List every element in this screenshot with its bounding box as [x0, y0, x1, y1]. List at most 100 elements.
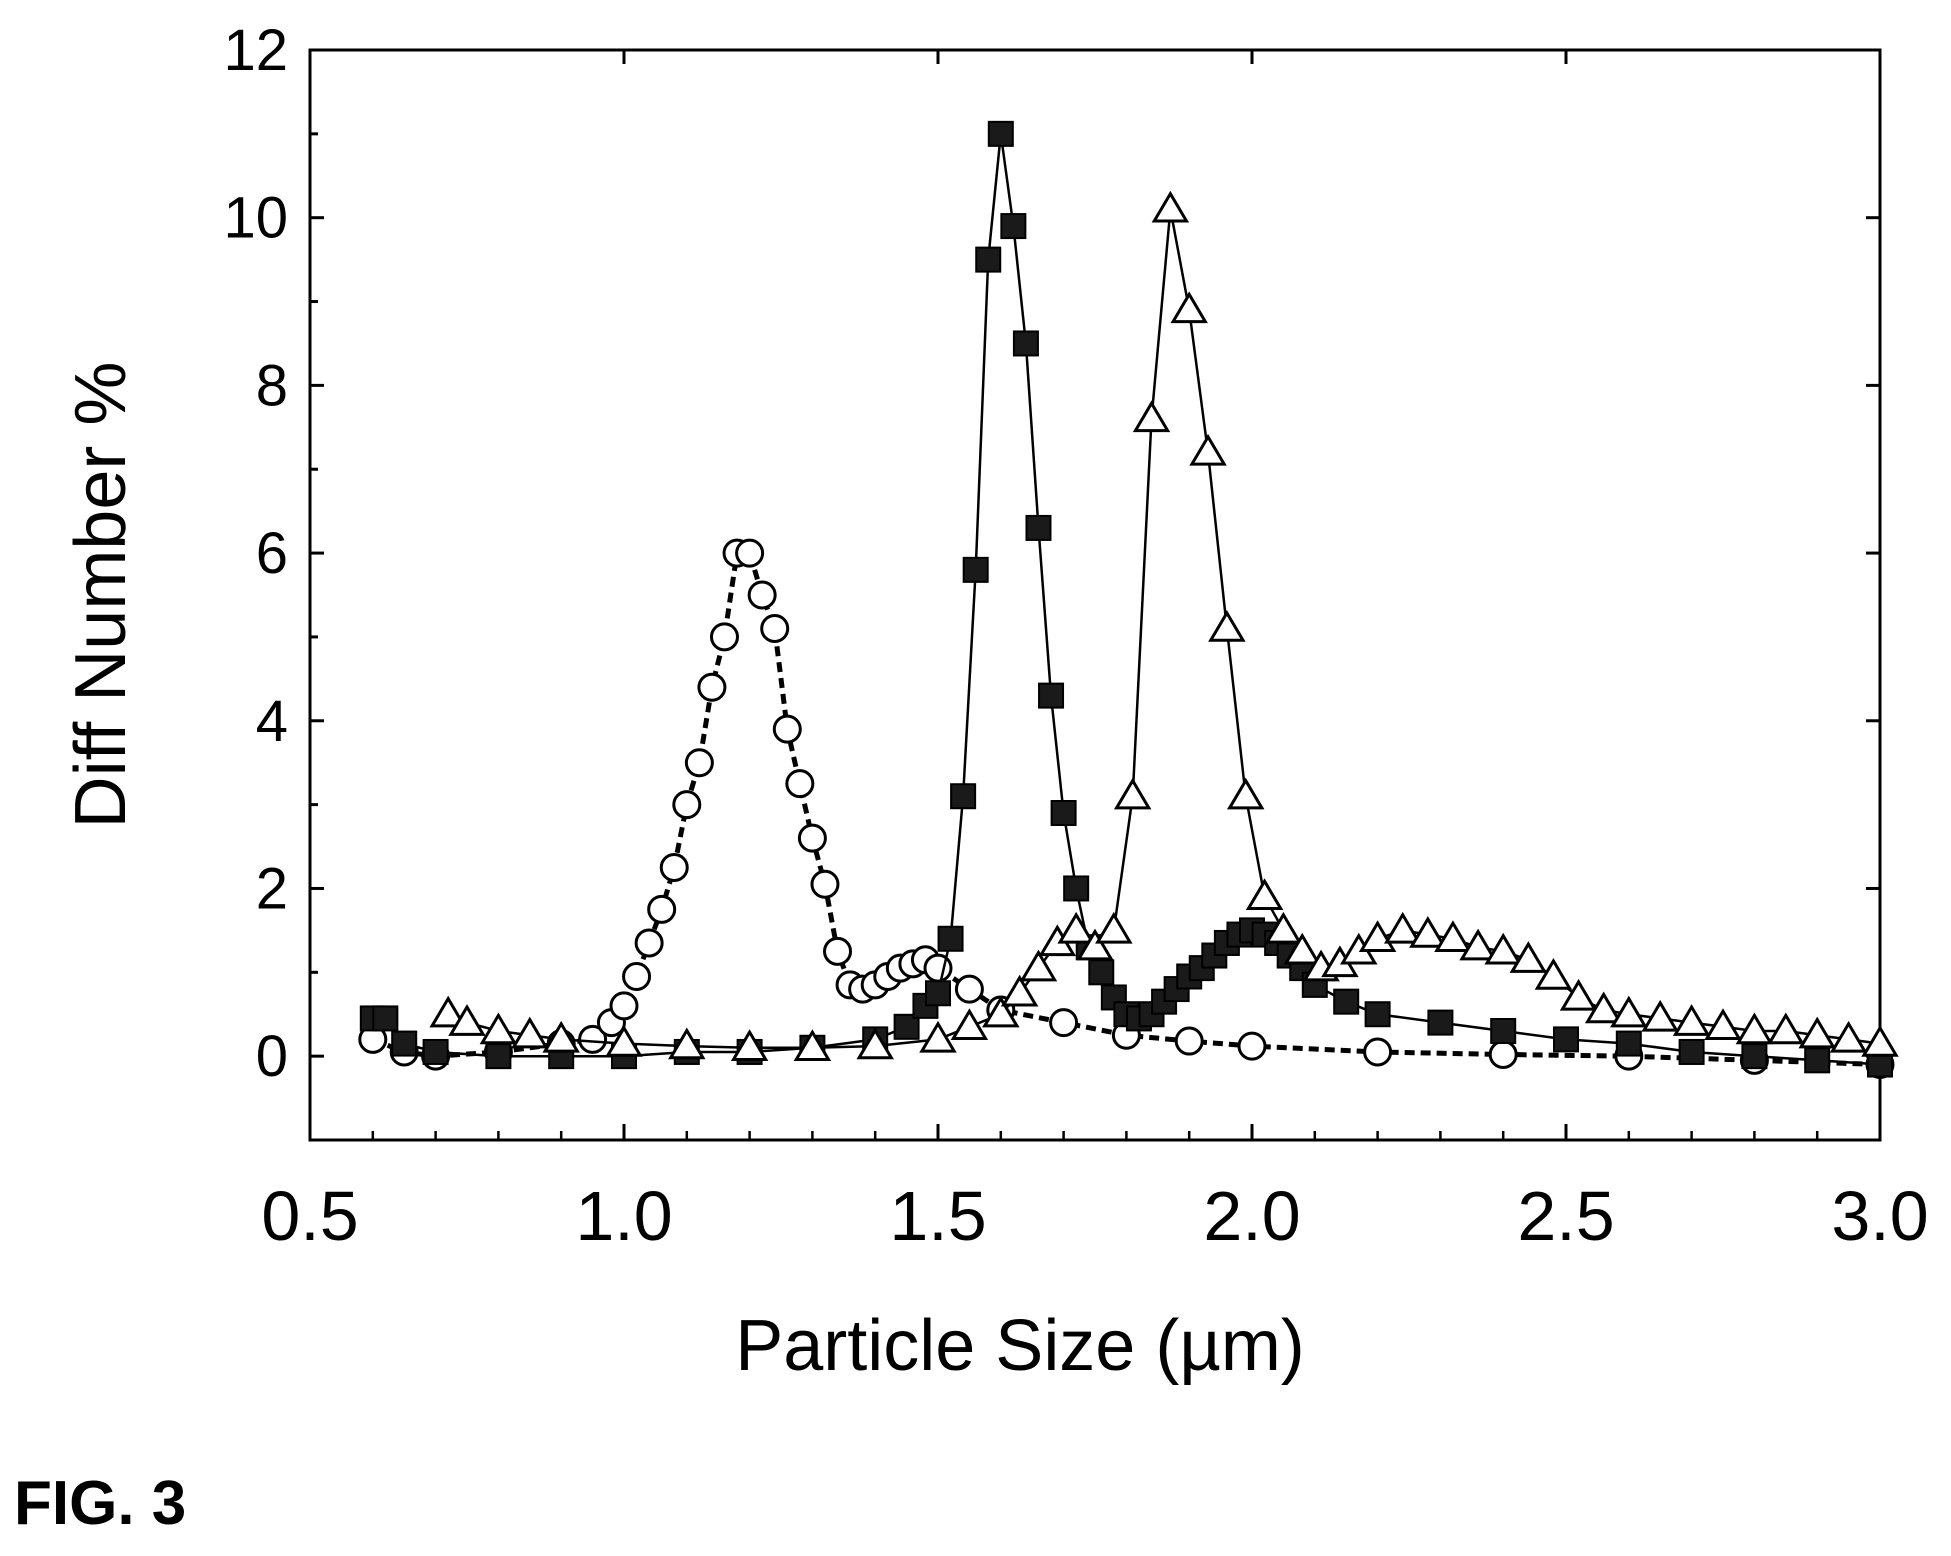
data-point-circle — [1237, 1031, 1267, 1061]
data-point-circle — [1174, 1026, 1204, 1056]
data-point-triangle — [1151, 190, 1190, 223]
data-point-triangle — [1735, 1012, 1774, 1045]
data-point-triangle — [1798, 1016, 1836, 1049]
data-point-square — [1333, 988, 1360, 1015]
data-point-circle — [810, 869, 840, 899]
data-point-circle — [634, 928, 664, 958]
y-tick-label: 4 — [256, 689, 288, 754]
data-point-triangle — [1534, 957, 1573, 990]
data-point-square — [485, 1043, 512, 1070]
plot-frame — [308, 48, 1882, 1142]
data-point-triangle — [1409, 916, 1447, 948]
data-point-triangle — [1641, 999, 1679, 1032]
data-point-square — [962, 556, 989, 583]
data-point-triangle — [1383, 911, 1422, 944]
data-point-circle — [684, 748, 714, 778]
x-tick-label: 0.5 — [261, 1177, 358, 1255]
data-point-square — [975, 246, 1002, 273]
data-point-triangle — [1610, 995, 1648, 1028]
data-point-square — [391, 1030, 418, 1057]
data-point-triangle — [1509, 941, 1548, 973]
series-line — [372, 133, 1881, 1066]
data-point-triangle — [511, 1016, 549, 1049]
data-point-square — [1000, 213, 1027, 240]
data-point-circle — [1049, 1008, 1079, 1038]
data-point-triangle — [1829, 1020, 1868, 1053]
x-tick-label: 1.5 — [889, 1177, 986, 1255]
x-tick-label: 2.0 — [1203, 1177, 1300, 1255]
data-point-triangle — [1245, 878, 1284, 911]
data-point-circle — [797, 823, 827, 853]
data-point-triangle — [1672, 1004, 1711, 1036]
data-point-triangle — [1113, 777, 1152, 810]
data-point-square — [1012, 330, 1039, 357]
data-point-triangle — [479, 1012, 518, 1045]
data-point-triangle — [1459, 928, 1497, 961]
y-tick-label: 10 — [223, 186, 288, 251]
data-point-square — [1088, 959, 1115, 986]
data-point-square — [1038, 682, 1065, 709]
data-point-triangle — [1189, 433, 1227, 466]
data-point-square — [950, 783, 977, 810]
data-point-circle — [1488, 1039, 1518, 1069]
data-point-triangle — [1000, 974, 1039, 1007]
data-point-triangle — [1170, 291, 1208, 324]
data-point-triangle — [1264, 911, 1303, 944]
data-point-triangle — [1076, 928, 1114, 961]
data-point-triangle — [1484, 932, 1522, 965]
data-point-square — [1063, 875, 1090, 902]
data-point-circle — [709, 622, 739, 652]
data-point-triangle — [919, 1020, 957, 1053]
y-tick-label: 2 — [256, 856, 288, 921]
data-point-circle — [647, 894, 677, 924]
data-point-triangle — [542, 1020, 580, 1053]
data-point-triangle — [1358, 920, 1397, 952]
data-point-circle — [659, 853, 689, 882]
data-point-circle — [622, 962, 652, 991]
x-axis: 0.5 1.0 1.5 2.0 2.5 3.0 — [261, 50, 1929, 1255]
data-point-triangle — [793, 1029, 832, 1061]
data-point-triangle — [1095, 911, 1133, 944]
data-point-circle — [760, 614, 790, 644]
data-point-square — [1025, 514, 1052, 541]
y-axis-title: Diff Number % — [61, 362, 141, 829]
data-point-circle — [735, 538, 765, 568]
data-point-triangle — [1704, 1008, 1742, 1041]
x-axis-title: Particle Size (µm) — [735, 1306, 1305, 1386]
data-point-circle — [772, 714, 802, 744]
data-point-square — [1741, 1043, 1768, 1070]
data-point-triangle — [1057, 911, 1095, 944]
data-point-square — [1678, 1038, 1705, 1065]
figure-caption: FIG. 3 — [14, 1469, 187, 1538]
data-point-triangle — [1559, 978, 1598, 1011]
data-point-circle — [1363, 1037, 1393, 1067]
series-triangle-open — [429, 190, 1899, 1061]
data-point-triangle — [1861, 1025, 1899, 1057]
data-point-square — [422, 1038, 449, 1065]
data-point-square — [1490, 1018, 1517, 1044]
x-tick-label: 2.5 — [1517, 1177, 1614, 1255]
y-tick-label: 8 — [256, 353, 288, 418]
x-tick-label: 3.0 — [1831, 1177, 1928, 1255]
data-point-triangle — [1434, 920, 1472, 952]
data-point-triangle — [1767, 1012, 1805, 1045]
data-point-triangle — [856, 1027, 894, 1060]
data-point-square — [1050, 800, 1077, 826]
data-point-circle — [672, 790, 702, 820]
data-point-square — [1553, 1026, 1579, 1053]
data-point-circle — [609, 991, 639, 1021]
data-point-square — [1364, 1001, 1391, 1028]
data-point-triangle — [982, 995, 1020, 1028]
data-point-triangle — [1226, 777, 1265, 810]
y-tick-label: 12 — [223, 18, 288, 83]
y-tick-label: 0 — [256, 1024, 288, 1089]
data-point-circle — [697, 672, 727, 702]
data-point-circle — [954, 974, 984, 1004]
data-point-triangle — [1208, 609, 1246, 642]
data-point-square — [925, 980, 951, 1007]
data-point-square — [1427, 1009, 1454, 1036]
data-point-triangle — [429, 995, 467, 1028]
data-point-circle — [747, 580, 777, 610]
data-point-square — [372, 1005, 399, 1032]
